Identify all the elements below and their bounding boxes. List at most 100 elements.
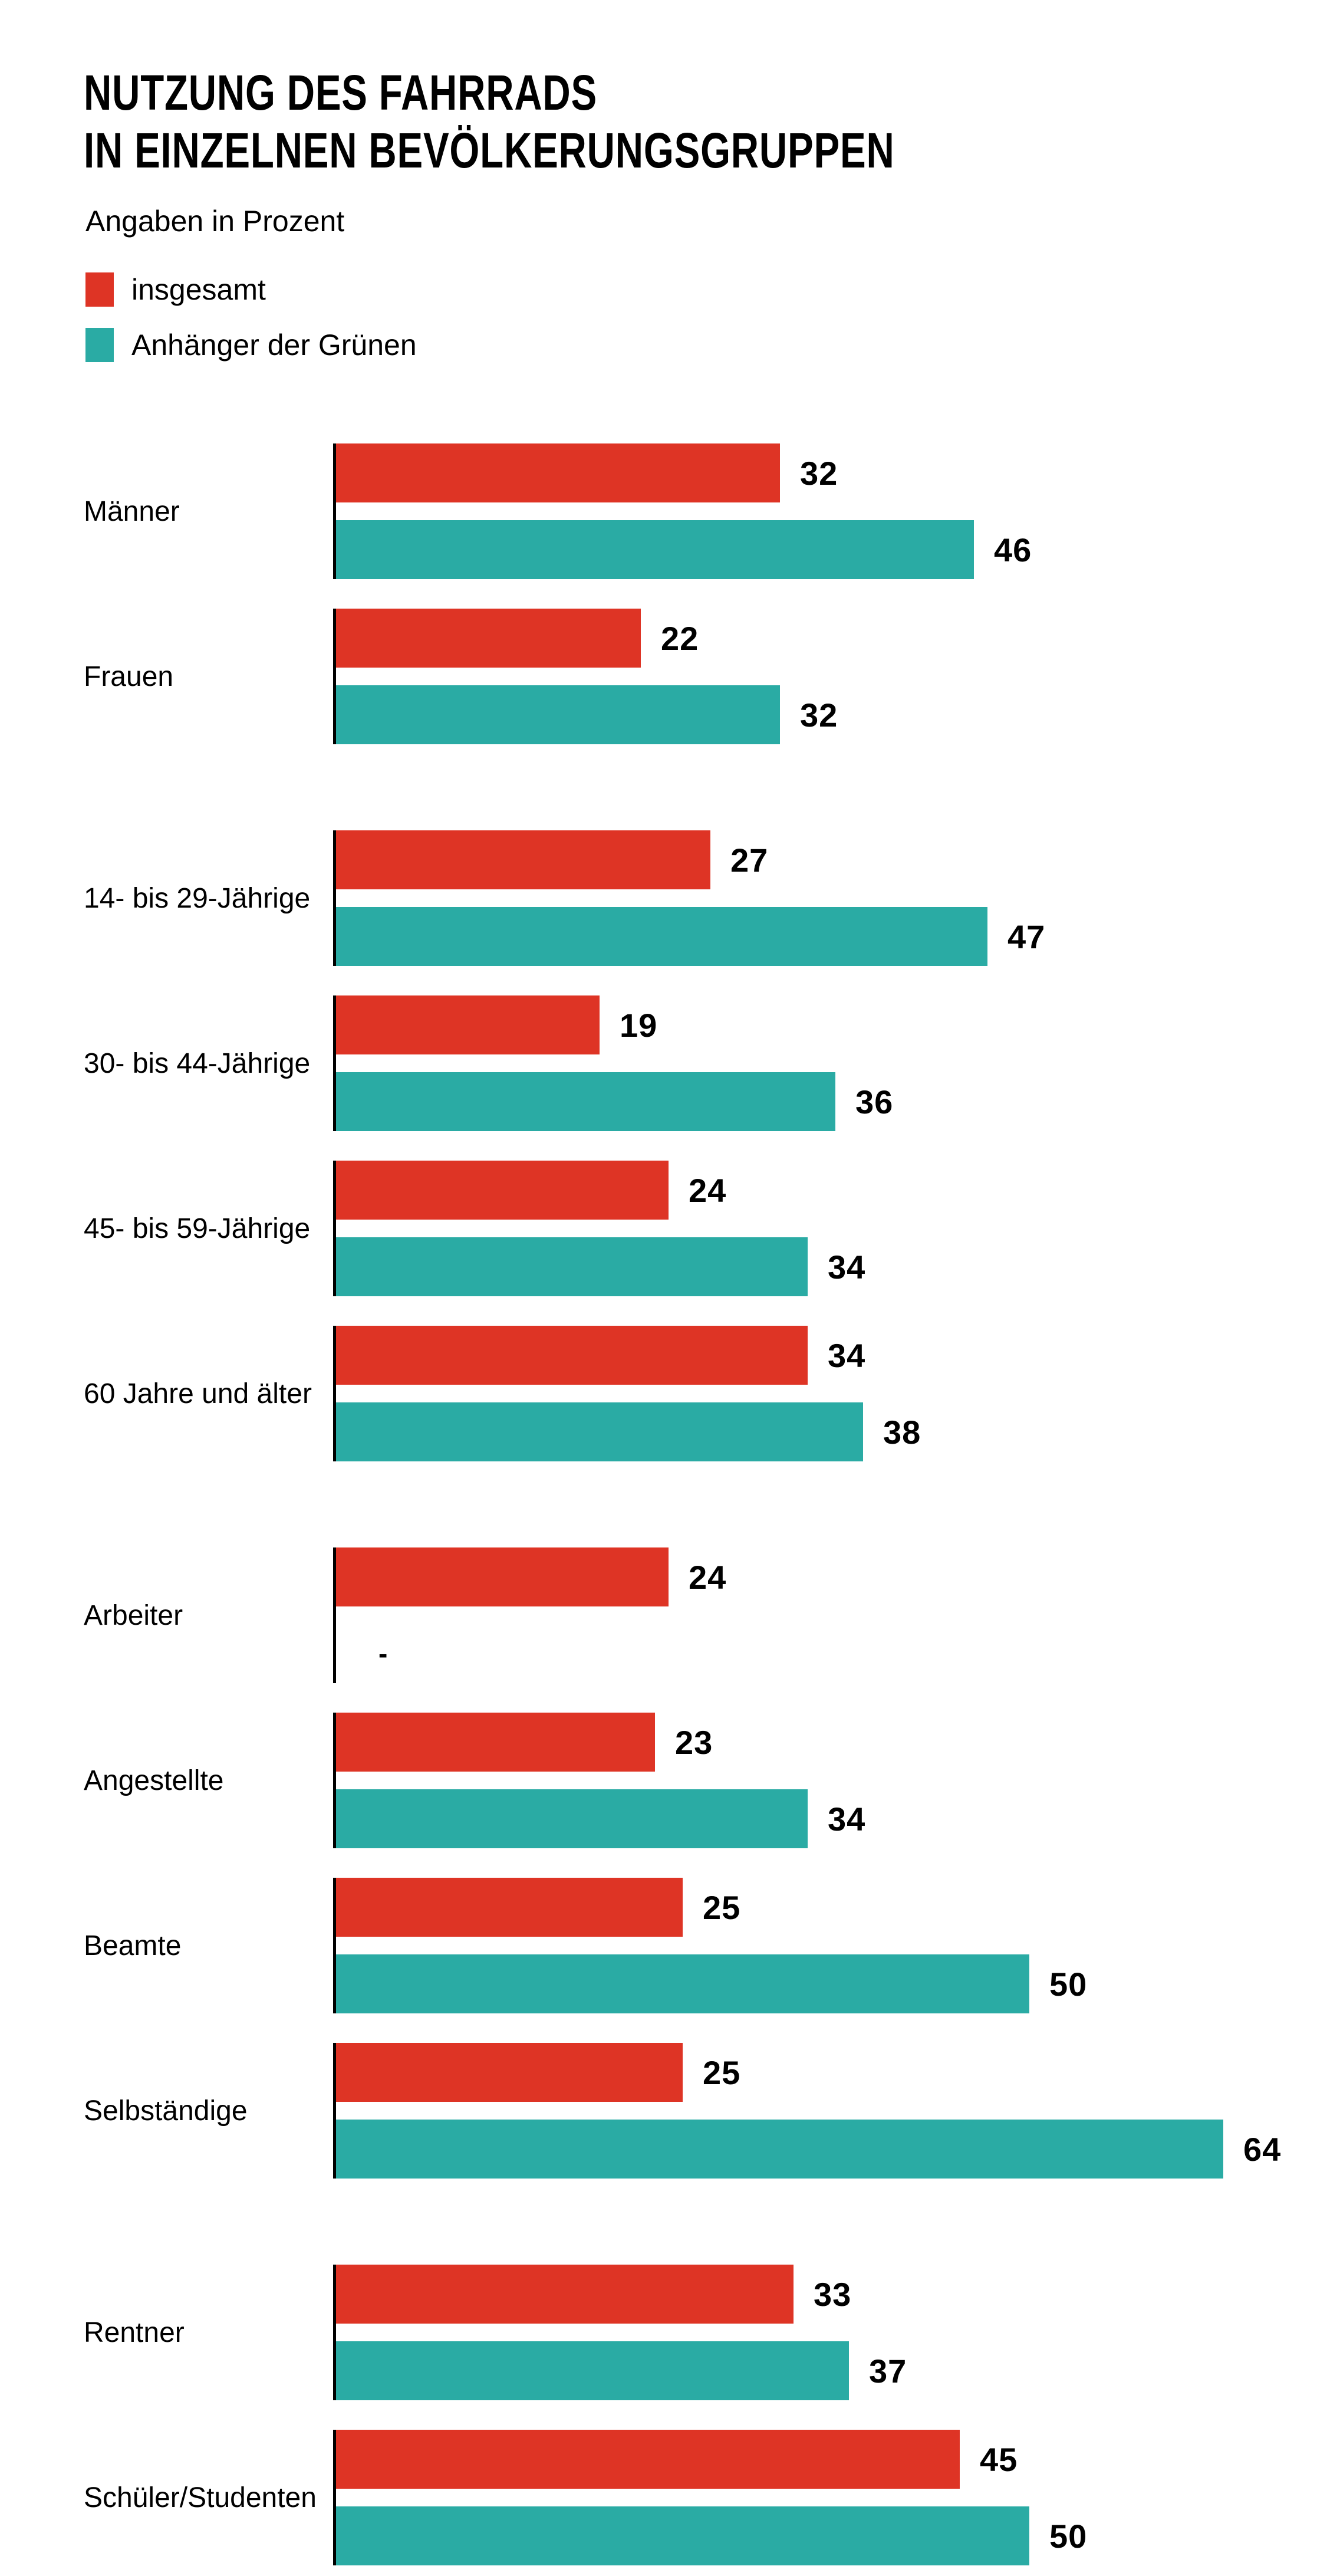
group-label: Beamte xyxy=(84,1930,182,1961)
bar-value-insgesamt: 25 xyxy=(703,1888,741,1926)
bar-row-insgesamt: 27 xyxy=(336,830,1045,889)
chart-group: Selbständige 25 64 xyxy=(84,2043,1281,2179)
bar-value-insgesamt: 33 xyxy=(814,2275,852,2313)
chart-subtitle: Angaben in Prozent xyxy=(85,205,345,238)
bar-gruene xyxy=(336,520,974,579)
bar-row-insgesamt: 45 xyxy=(336,2430,1087,2489)
bar-insgesamt xyxy=(336,2265,794,2324)
bar-value-gruene: 50 xyxy=(1049,2517,1088,2555)
bar-value-insgesamt: 32 xyxy=(800,454,838,492)
bar-insgesamt xyxy=(336,1161,669,1220)
bar-value-gruene: 38 xyxy=(883,1413,921,1451)
group-label: 30- bis 44-Jährige xyxy=(84,1047,311,1079)
bar-row-gruene: 50 xyxy=(336,1954,1087,2013)
bar-row-insgesamt: 33 xyxy=(336,2265,907,2324)
chart-title-line1: NUTZUNG DES FAHRRADS xyxy=(84,65,598,120)
bar-gruene xyxy=(336,1237,808,1296)
bar-value-insgesamt: 27 xyxy=(730,841,769,879)
bar-gruene xyxy=(336,1402,863,1461)
group-bars-with-axis: 32 46 xyxy=(333,443,1032,579)
bar-row-gruene: 32 xyxy=(336,685,838,744)
chart-group: 14- bis 29-Jährige 27 47 xyxy=(84,830,1281,966)
bar-value-insgesamt: 25 xyxy=(703,2053,741,2091)
bar-gruene xyxy=(336,907,987,966)
bar-row-gruene: 47 xyxy=(336,907,1045,966)
bar-row-insgesamt: 24 xyxy=(336,1161,865,1220)
bar-gruene xyxy=(336,685,780,744)
bar-value-gruene: 34 xyxy=(828,1248,866,1286)
bar-insgesamt xyxy=(336,1713,655,1772)
bar-insgesamt xyxy=(336,995,600,1054)
bar-insgesamt xyxy=(336,2043,683,2102)
bar-row-gruene: 34 xyxy=(336,1789,865,1848)
bar-value-gruene: 36 xyxy=(855,1083,894,1121)
bar-row-insgesamt: 32 xyxy=(336,443,1032,502)
chart-group: 60 Jahre und älter 34 38 xyxy=(84,1326,1281,1461)
bar-value-gruene: 34 xyxy=(828,1800,866,1838)
group-bars-with-axis: 19 36 xyxy=(333,995,893,1131)
legend-swatch-gruene xyxy=(85,328,114,362)
chart-title: NUTZUNG DES FAHRRADS IN EINZELNEN BEVÖLK… xyxy=(84,64,895,179)
chart-group: Beamte 25 50 xyxy=(84,1878,1281,2013)
bar-insgesamt xyxy=(336,1878,683,1937)
bar-value-insgesamt: 22 xyxy=(661,619,699,657)
bar-insgesamt xyxy=(336,2430,960,2489)
group-label: 45- bis 59-Jährige xyxy=(84,1213,311,1244)
bar-value-gruene: 47 xyxy=(1008,918,1046,955)
bar-gruene xyxy=(336,2341,849,2400)
group-label: Rentner xyxy=(84,2317,185,2348)
chart-group: Schüler/Studenten 45 50 xyxy=(84,2430,1281,2565)
bar-gruene xyxy=(336,1072,835,1131)
bar-value-gruene: 46 xyxy=(994,531,1032,569)
bar-gruene xyxy=(336,1789,808,1848)
group-bars-with-axis: 33 37 xyxy=(333,2265,907,2400)
bar-gruene xyxy=(336,2506,1029,2565)
chart-group: Angestellte 23 34 xyxy=(84,1713,1281,1848)
bar-value-insgesamt: 23 xyxy=(675,1723,713,1761)
group-label: Angestellte xyxy=(84,1765,224,1796)
bar-value-insgesamt: 24 xyxy=(689,1171,727,1209)
bar-insgesamt xyxy=(336,1326,808,1385)
bar-row-gruene: 50 xyxy=(336,2506,1087,2565)
group-bars-with-axis: 22 32 xyxy=(333,609,838,744)
group-bars-with-axis: 45 50 xyxy=(333,2430,1087,2565)
chart: Männer 32 46 Frauen 22 32 14- bis xyxy=(84,443,1281,2576)
bar-gruene xyxy=(336,1954,1029,2013)
chart-group: 30- bis 44-Jährige 19 36 xyxy=(84,995,1281,1131)
bar-value-insgesamt: 19 xyxy=(620,1006,658,1044)
legend-item-insgesamt: insgesamt xyxy=(85,272,417,307)
bar-row-insgesamt: 25 xyxy=(336,1878,1087,1937)
bar-row-insgesamt: 23 xyxy=(336,1713,865,1772)
group-bars-with-axis: 23 34 xyxy=(333,1713,865,1848)
bar-insgesamt xyxy=(336,1547,669,1606)
bar-insgesamt xyxy=(336,609,641,668)
group-bars-with-axis: 34 38 xyxy=(333,1326,921,1461)
group-label: Männer xyxy=(84,495,180,527)
legend-label-insgesamt: insgesamt xyxy=(131,273,266,306)
chart-group: 45- bis 59-Jährige 24 34 xyxy=(84,1161,1281,1296)
group-bars-with-axis: 25 50 xyxy=(333,1878,1087,2013)
bar-insgesamt xyxy=(336,830,710,889)
group-bars-with-axis: 27 47 xyxy=(333,830,1045,966)
group-label: 14- bis 29-Jährige xyxy=(84,882,311,914)
bar-row-gruene: - xyxy=(336,1624,726,1683)
bar-value-gruene: 32 xyxy=(800,696,838,734)
bar-insgesamt xyxy=(336,443,780,502)
group-bars-with-axis: 24 34 xyxy=(333,1161,865,1296)
legend-label-gruene: Anhänger der Grünen xyxy=(131,328,417,362)
bar-row-gruene: 64 xyxy=(336,2120,1281,2179)
bar-row-gruene: 37 xyxy=(336,2341,907,2400)
bar-value-gruene: 37 xyxy=(869,2352,907,2390)
bar-value-insgesamt: 45 xyxy=(980,2440,1018,2478)
bar-value-gruene: 50 xyxy=(1049,1965,1088,2003)
bar-row-insgesamt: 19 xyxy=(336,995,893,1054)
chart-group: Rentner 33 37 xyxy=(84,2265,1281,2400)
bar-gruene xyxy=(336,2120,1223,2179)
chart-group: Arbeiter 24 - xyxy=(84,1547,1281,1683)
legend-item-gruene: Anhänger der Grünen xyxy=(85,328,417,362)
bar-row-insgesamt: 22 xyxy=(336,609,838,668)
group-label: 60 Jahre und älter xyxy=(84,1378,312,1409)
bar-value-gruene: - xyxy=(378,1638,388,1669)
group-label: Frauen xyxy=(84,661,174,692)
